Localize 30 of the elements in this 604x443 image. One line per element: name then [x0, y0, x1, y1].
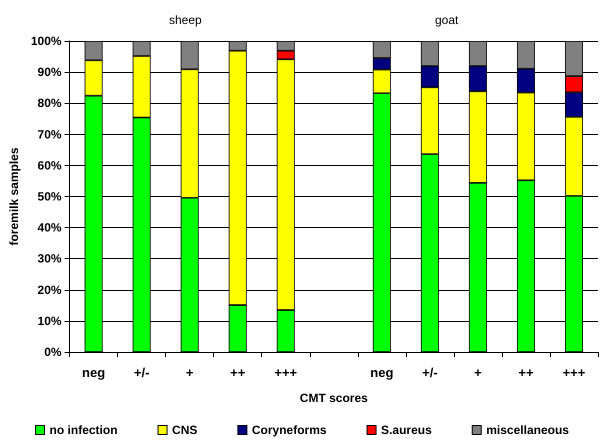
legend-label: Coryneforms [252, 423, 327, 437]
y-tick-label: 50% [38, 190, 62, 204]
x-tick-label: neg [82, 365, 106, 380]
x-tick-label: neg [370, 365, 394, 380]
text: sheep [169, 13, 202, 27]
y-tick-label: 100% [30, 34, 62, 48]
x-tick-label: +++ [562, 365, 586, 380]
y-tick-label: 10% [38, 314, 62, 328]
legend-label: CNS [172, 423, 198, 437]
y-tick-label: 40% [38, 220, 62, 235]
x-tick-label: +++ [274, 365, 298, 380]
legend-label: S.aureus [381, 423, 432, 437]
x-tick-label: +/- [134, 365, 150, 380]
y-tick-label: 90% [38, 65, 62, 80]
x-tick-label: ++ [518, 365, 534, 380]
legend-label: no infection [50, 423, 118, 437]
x-tick-label: + [474, 365, 482, 380]
y-tick-label: 20% [38, 282, 62, 297]
y-tick-label: 70% [38, 127, 62, 142]
x-tick-label: ++ [230, 365, 246, 380]
x-tick-label: + [186, 365, 194, 380]
y-tick-label: 60% [38, 158, 62, 172]
legend-label: miscellaneous [486, 423, 570, 437]
x-axis-title: CMT scores [300, 391, 368, 405]
text: goat [435, 13, 460, 27]
y-axis-title: foremilk samples [7, 147, 21, 246]
x-tick-label: +/- [422, 365, 438, 380]
y-tick-label: 0% [44, 345, 62, 359]
y-tick-label: 80% [38, 96, 62, 110]
y-tick-label: 30% [38, 252, 62, 266]
